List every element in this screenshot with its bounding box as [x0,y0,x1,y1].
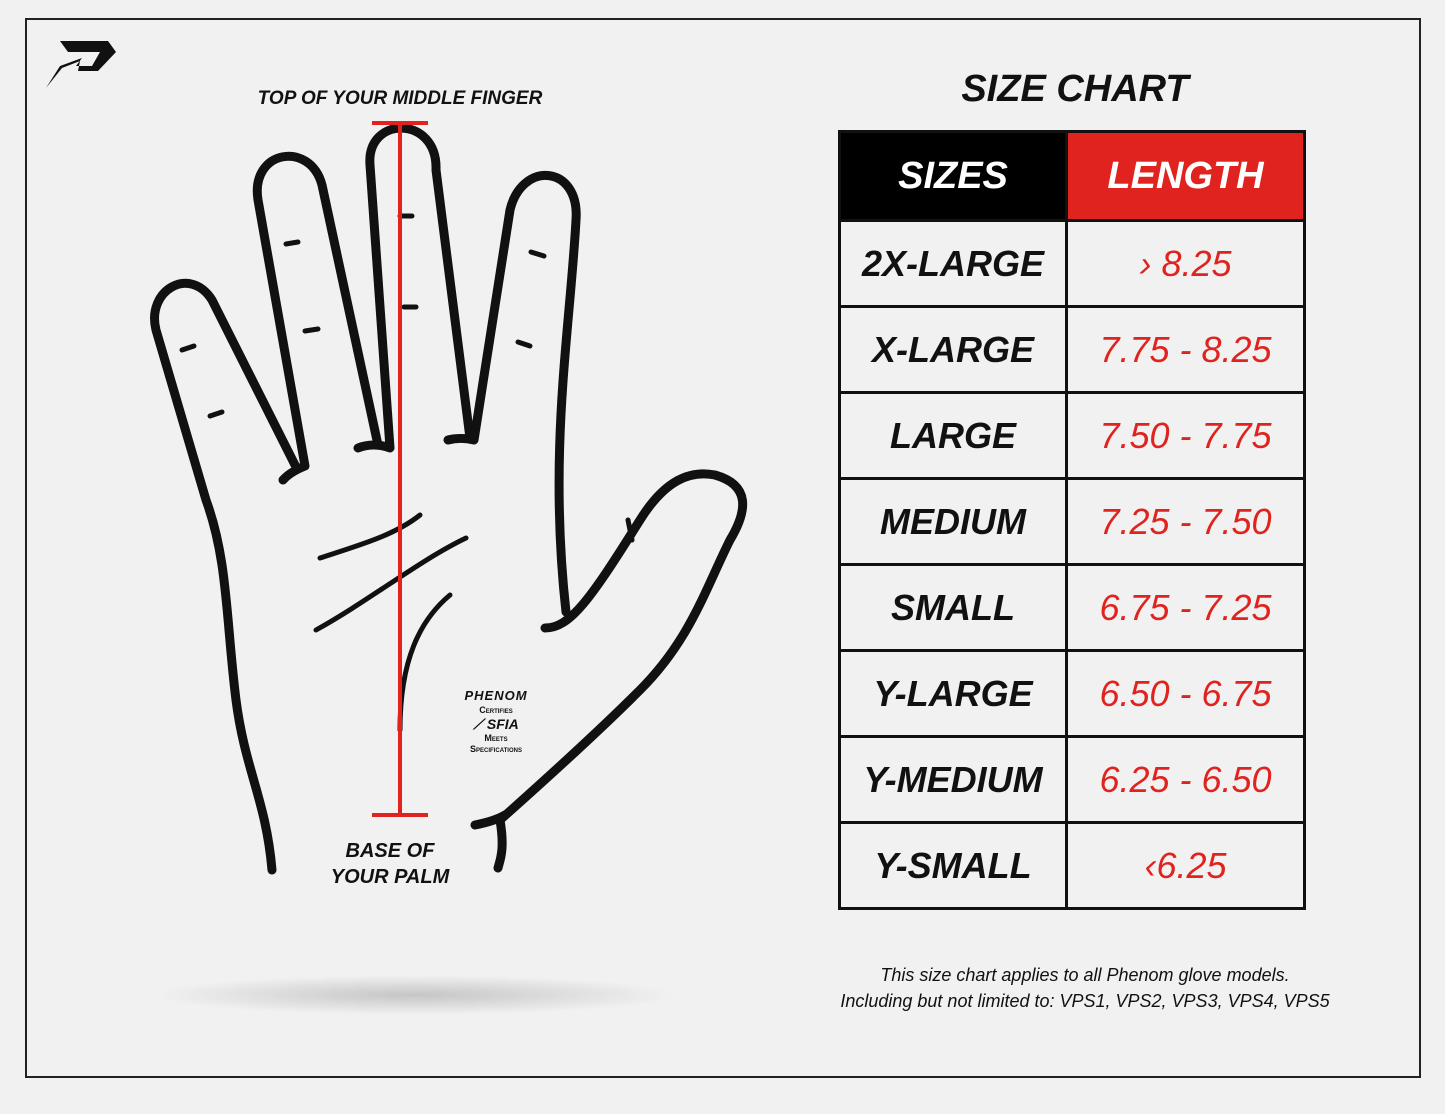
length-cell: 7.25 - 7.50 [1065,477,1306,566]
sfia-badge: PHENOM Certifies ⟋ SFIA Meets Specificat… [448,688,544,755]
table-row: X-LARGE 7.75 - 8.25 [838,305,1306,394]
header-sizes: SIZES [838,130,1068,222]
badge-specifications: Specifications [470,744,522,754]
size-chart-table: SIZES LENGTH 2X-LARGE › 8.25 X-LARGE 7.75 -… [838,130,1306,910]
size-cell: Y-LARGE [838,649,1068,738]
size-cell: X-LARGE [838,305,1068,394]
badge-brand: PHENOM [464,688,528,703]
table-row: SMALL 6.75 - 7.25 [838,563,1306,652]
table-row: MEDIUM 7.25 - 7.50 [838,477,1306,566]
footnote: This size chart applies to all Phenom gl… [780,962,1390,1014]
top-label: TOP OF YOUR MIDDLE FINGER [257,88,543,109]
length-cell: 6.25 - 6.50 [1065,735,1306,824]
bottom-label: BASE OF YOUR PALM [300,838,480,890]
length-cell: 6.75 - 7.25 [1065,563,1306,652]
size-cell: SMALL [838,563,1068,652]
page-border [25,18,1421,1078]
footnote-line2: Including but not limited to: VPS1, VPS2… [840,991,1330,1011]
badge-org: SFIA [486,716,519,732]
length-cell: ‹6.25 [1065,821,1306,910]
table-header-row: SIZES LENGTH [838,130,1306,222]
size-cell: LARGE [838,391,1068,480]
measure-line [372,121,428,817]
size-cell: 2X-LARGE [838,219,1068,308]
phenom-logo-icon [46,41,116,88]
length-cell: 7.50 - 7.75 [1065,391,1306,480]
badge-meets: Meets [484,733,508,743]
length-cell: 6.50 - 6.75 [1065,649,1306,738]
table-row: Y-SMALL ‹6.25 [838,821,1306,910]
length-cell: › 8.25 [1065,219,1306,308]
table-row: Y-LARGE 6.50 - 6.75 [838,649,1306,738]
table-row: Y-MEDIUM 6.25 - 6.50 [838,735,1306,824]
badge-sfia: ⟋ SFIA [473,716,519,732]
hand-diagram [150,121,748,875]
size-cell: MEDIUM [838,477,1068,566]
shadow [150,975,680,1015]
size-chart-title: SIZE CHART [961,68,1189,110]
bottom-label-line2: YOUR PALM [330,866,450,888]
length-cell: 7.75 - 8.25 [1065,305,1306,394]
palm-lines [179,213,635,733]
footnote-line1: This size chart applies to all Phenom gl… [880,965,1290,985]
badge-certifies: Certifies [479,705,513,715]
size-cell: Y-SMALL [838,821,1068,910]
header-length: LENGTH [1065,130,1306,222]
table-row: LARGE 7.50 - 7.75 [838,391,1306,480]
bottom-label-line1: BASE OF [345,840,435,862]
hand-outline [150,123,748,875]
size-cell: Y-MEDIUM [838,735,1068,824]
table-row: 2X-LARGE › 8.25 [838,219,1306,308]
